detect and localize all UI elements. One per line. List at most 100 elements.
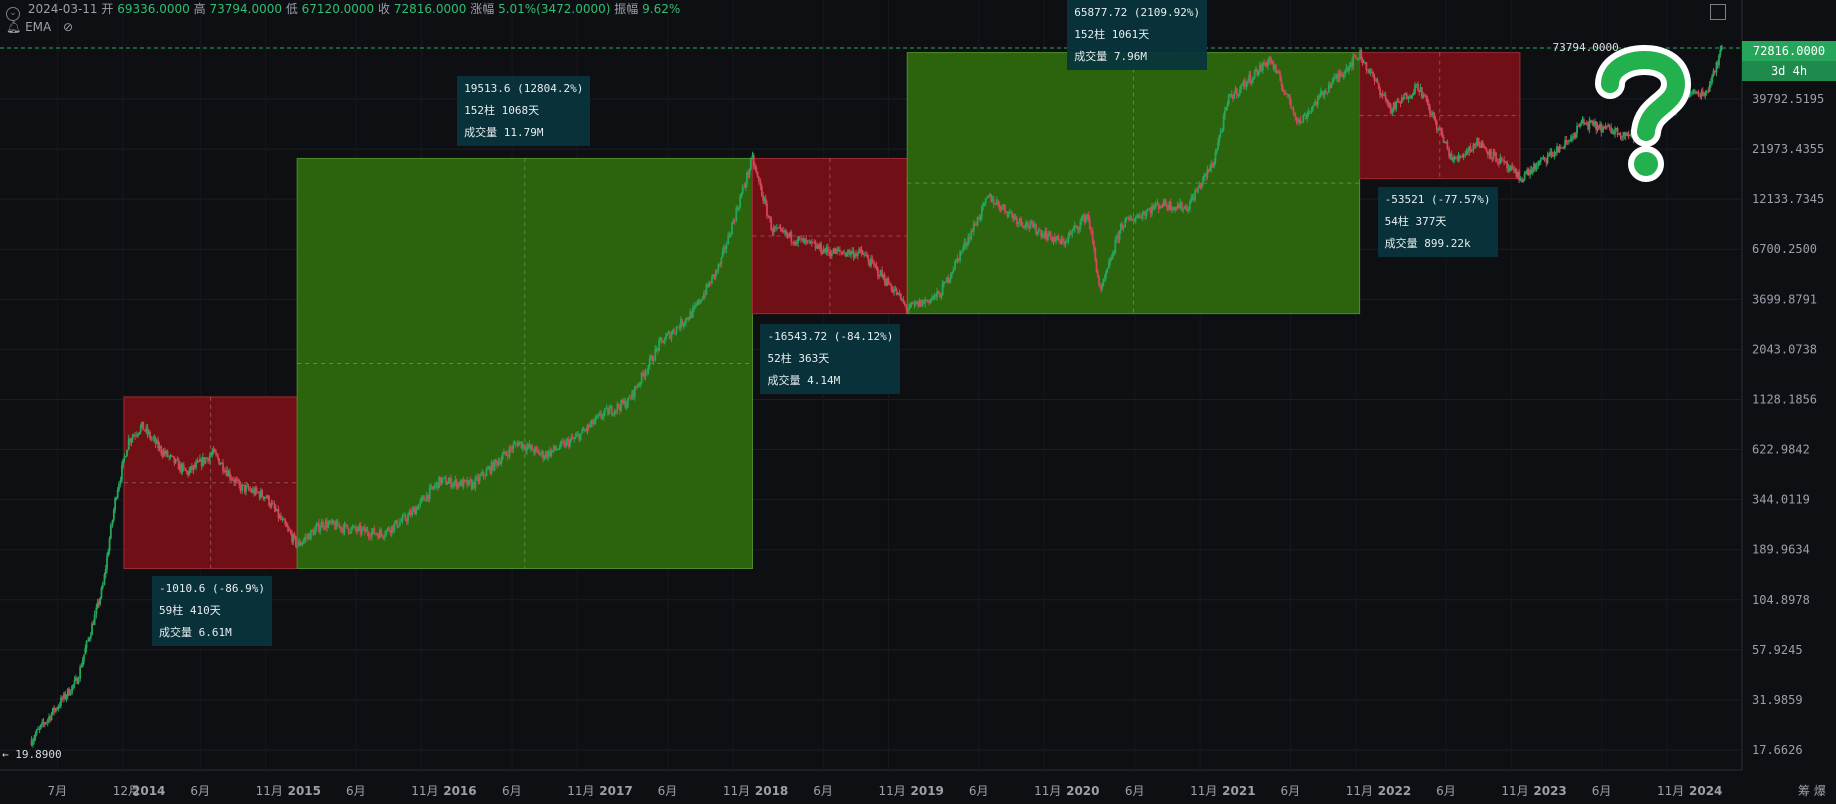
candle-body	[1452, 160, 1454, 162]
candle-body	[187, 471, 189, 476]
candle-body	[1174, 206, 1176, 211]
candle-body	[757, 176, 760, 182]
candle-body	[361, 528, 363, 534]
candle-body	[1006, 212, 1009, 217]
candle-body	[1619, 133, 1622, 137]
candle-body	[235, 479, 238, 481]
bell-icon[interactable]: 🔔︎	[6, 20, 22, 34]
hide-icon[interactable]: ⊘	[63, 20, 74, 34]
candle-body	[1495, 152, 1497, 162]
candle-body	[1719, 50, 1722, 56]
candle-body	[481, 471, 484, 475]
candle-body	[1618, 133, 1621, 135]
timeframe-tag: 3d 4h	[1742, 61, 1836, 81]
candle-body	[805, 238, 808, 242]
x-tick-label: 6月	[658, 784, 678, 798]
candle-body	[1073, 225, 1076, 229]
candle-body	[1071, 230, 1074, 234]
candle-body	[878, 275, 881, 277]
candle-body	[389, 530, 392, 534]
x-tick-label: 11月	[878, 784, 905, 798]
candle-body	[1615, 127, 1618, 130]
candle-body	[621, 400, 624, 404]
candle-body	[874, 264, 877, 266]
candle-body	[789, 232, 791, 237]
x-tick-label: 6月	[813, 784, 833, 798]
candle-body	[979, 216, 982, 220]
candle-body	[208, 455, 211, 462]
candle-body	[972, 223, 975, 232]
candle-body	[1584, 123, 1587, 125]
candle-body	[1422, 94, 1425, 98]
candle-body	[558, 447, 561, 450]
candle-body	[1379, 88, 1381, 95]
candle-body	[1440, 127, 1442, 132]
candle-body	[1020, 218, 1022, 223]
candle-body	[193, 465, 196, 468]
candle-body	[1105, 272, 1107, 278]
candle-body	[721, 251, 724, 258]
candle-body	[582, 429, 585, 431]
candle-body	[1693, 90, 1696, 92]
stat-line: 成交量 899.22k	[1384, 236, 1471, 250]
candle-body	[1597, 125, 1600, 129]
candle-body	[396, 520, 399, 528]
candle-body	[374, 533, 377, 535]
candle-body	[184, 467, 187, 471]
y-tick-label: 39792.5195	[1752, 92, 1824, 106]
candle-body	[1414, 84, 1416, 93]
candle-body	[1057, 236, 1060, 240]
candle-body	[1419, 87, 1422, 92]
indicator-row[interactable]: 🔔︎ EMA ⊘	[6, 18, 73, 36]
candle-body	[594, 416, 597, 422]
candle-body	[1381, 93, 1384, 96]
chevron-icon[interactable]: ⌄	[6, 7, 20, 21]
candle-body	[806, 240, 809, 242]
candle-body	[743, 186, 746, 188]
candle-body	[724, 246, 727, 249]
candle-body	[266, 495, 269, 499]
candle-body	[1136, 215, 1138, 218]
candle-body	[37, 729, 39, 731]
candle-body	[590, 419, 593, 425]
candle-body	[1195, 190, 1198, 192]
candle-body	[471, 482, 474, 489]
candle-body	[1373, 76, 1376, 81]
candle-body	[679, 319, 682, 329]
candle-body	[1501, 159, 1504, 161]
candle-body	[486, 468, 489, 470]
candle-body	[1577, 125, 1580, 127]
candle-body	[921, 299, 924, 307]
candle-body	[1225, 106, 1228, 111]
candle-body	[438, 476, 441, 489]
candle-body	[169, 455, 172, 457]
fullscreen-icon[interactable]	[1710, 4, 1726, 20]
candle-body	[423, 496, 426, 500]
candle-body	[1365, 62, 1368, 70]
candle-body	[727, 234, 730, 245]
candle-body	[1030, 221, 1033, 224]
candle-body	[628, 397, 631, 399]
candle-body	[817, 245, 820, 249]
candle-body	[241, 484, 244, 491]
candle-body	[873, 261, 875, 265]
candle-body	[1240, 85, 1242, 90]
candle-body	[1454, 156, 1457, 159]
high-value: 73794.0000	[209, 2, 282, 16]
candle-body	[1137, 215, 1140, 217]
candle-body	[195, 462, 198, 468]
price-axis[interactable]: 39792.5195 21973.4355 12133.7345 6700.2500 3…	[1741, 0, 1824, 770]
candle-body	[1707, 91, 1710, 93]
candle-body	[967, 236, 970, 245]
candle-body	[585, 429, 588, 431]
candle-body	[335, 521, 338, 530]
candle-body	[278, 515, 281, 518]
candle-body	[1460, 156, 1462, 158]
candle-body	[639, 382, 642, 384]
candle-body	[456, 482, 459, 488]
candle-body	[592, 419, 594, 425]
candle-body	[777, 227, 779, 229]
y-tick-label: 344.0119	[1752, 493, 1810, 507]
